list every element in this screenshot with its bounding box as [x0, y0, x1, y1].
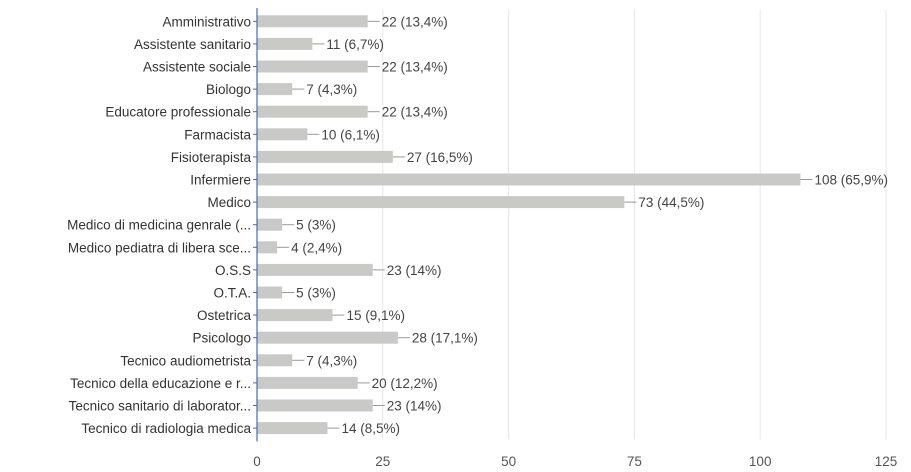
bar [257, 331, 398, 344]
data-label: 7 (4,3%) [306, 353, 357, 368]
bar [257, 263, 373, 276]
category-label: Infermiere [190, 173, 251, 188]
category-label: Fisioterapista [171, 150, 252, 165]
bar [257, 376, 358, 389]
data-label: 23 (14%) [387, 263, 442, 278]
category-label: Educatore professionale [105, 105, 251, 120]
category-label: Biologo [206, 82, 251, 97]
x-tick-label: 100 [749, 454, 772, 469]
bar [257, 60, 368, 73]
category-label: Medico di medicina genrale (... [67, 218, 251, 233]
category-label: Psicologo [192, 331, 251, 346]
bars [257, 15, 801, 435]
data-label: 108 (65,9%) [814, 173, 888, 188]
data-label: 22 (13,4%) [382, 60, 448, 75]
bar [257, 422, 328, 435]
bar [257, 286, 283, 299]
data-label: 23 (14%) [387, 399, 442, 414]
data-label: 28 (17,1%) [412, 331, 478, 346]
category-label: Tecnico sanitario di laborator... [69, 399, 251, 414]
data-label: 11 (6,7%) [326, 37, 384, 52]
data-label: 22 (13,4%) [382, 105, 448, 120]
data-label: 73 (44,5%) [638, 195, 704, 210]
category-label: Medico [207, 195, 251, 210]
x-tick-label: 50 [501, 454, 516, 469]
x-tick-label: 25 [375, 454, 390, 469]
data-label: 27 (16,5%) [407, 150, 473, 165]
bar [257, 173, 801, 186]
category-label: Tecnico della educazione e r... [70, 376, 251, 391]
data-label: 5 (3%) [296, 286, 336, 301]
data-label: 10 (6,1%) [321, 127, 380, 142]
bar [257, 309, 333, 322]
axes [253, 8, 258, 442]
x-tick-label: 0 [253, 454, 261, 469]
bar [257, 15, 368, 28]
category-label: Farmacista [184, 127, 251, 142]
category-label: Amministrativo [162, 14, 251, 29]
category-label: Assistente sociale [143, 60, 251, 75]
bar [257, 83, 293, 96]
bar [257, 241, 278, 254]
data-label: 4 (2,4%) [291, 240, 342, 255]
category-label: Assistente sanitario [134, 37, 251, 52]
category-label: Medico pediatra di libera sce... [68, 240, 251, 255]
bar [257, 150, 393, 163]
grid-lines [382, 10, 887, 440]
data-label: 20 (12,2%) [372, 376, 438, 391]
data-label: 22 (13,4%) [382, 14, 448, 29]
labels: 0 25 50 75 100 125 Amministrativo 22 (13,4%) Ass… [67, 14, 897, 469]
bar [257, 399, 373, 412]
bar [257, 105, 368, 118]
data-label: 5 (3%) [296, 218, 336, 233]
bar [257, 128, 308, 141]
bar [257, 196, 625, 209]
x-tick-label: 75 [627, 454, 642, 469]
bar [257, 218, 283, 231]
bar [257, 37, 313, 50]
bar [257, 354, 293, 367]
data-label: 15 (9,1%) [346, 308, 405, 323]
data-label: 7 (4,3%) [306, 82, 357, 97]
category-label: Tecnico di radiologia medica [81, 421, 251, 436]
category-label: Tecnico audiometrista [120, 353, 251, 368]
data-label: 14 (8,5%) [341, 421, 400, 436]
category-label: O.S.S [215, 263, 251, 278]
category-label: Ostetrica [197, 308, 252, 323]
x-tick-label: 125 [875, 454, 898, 469]
category-label: O.T.A. [213, 286, 251, 301]
